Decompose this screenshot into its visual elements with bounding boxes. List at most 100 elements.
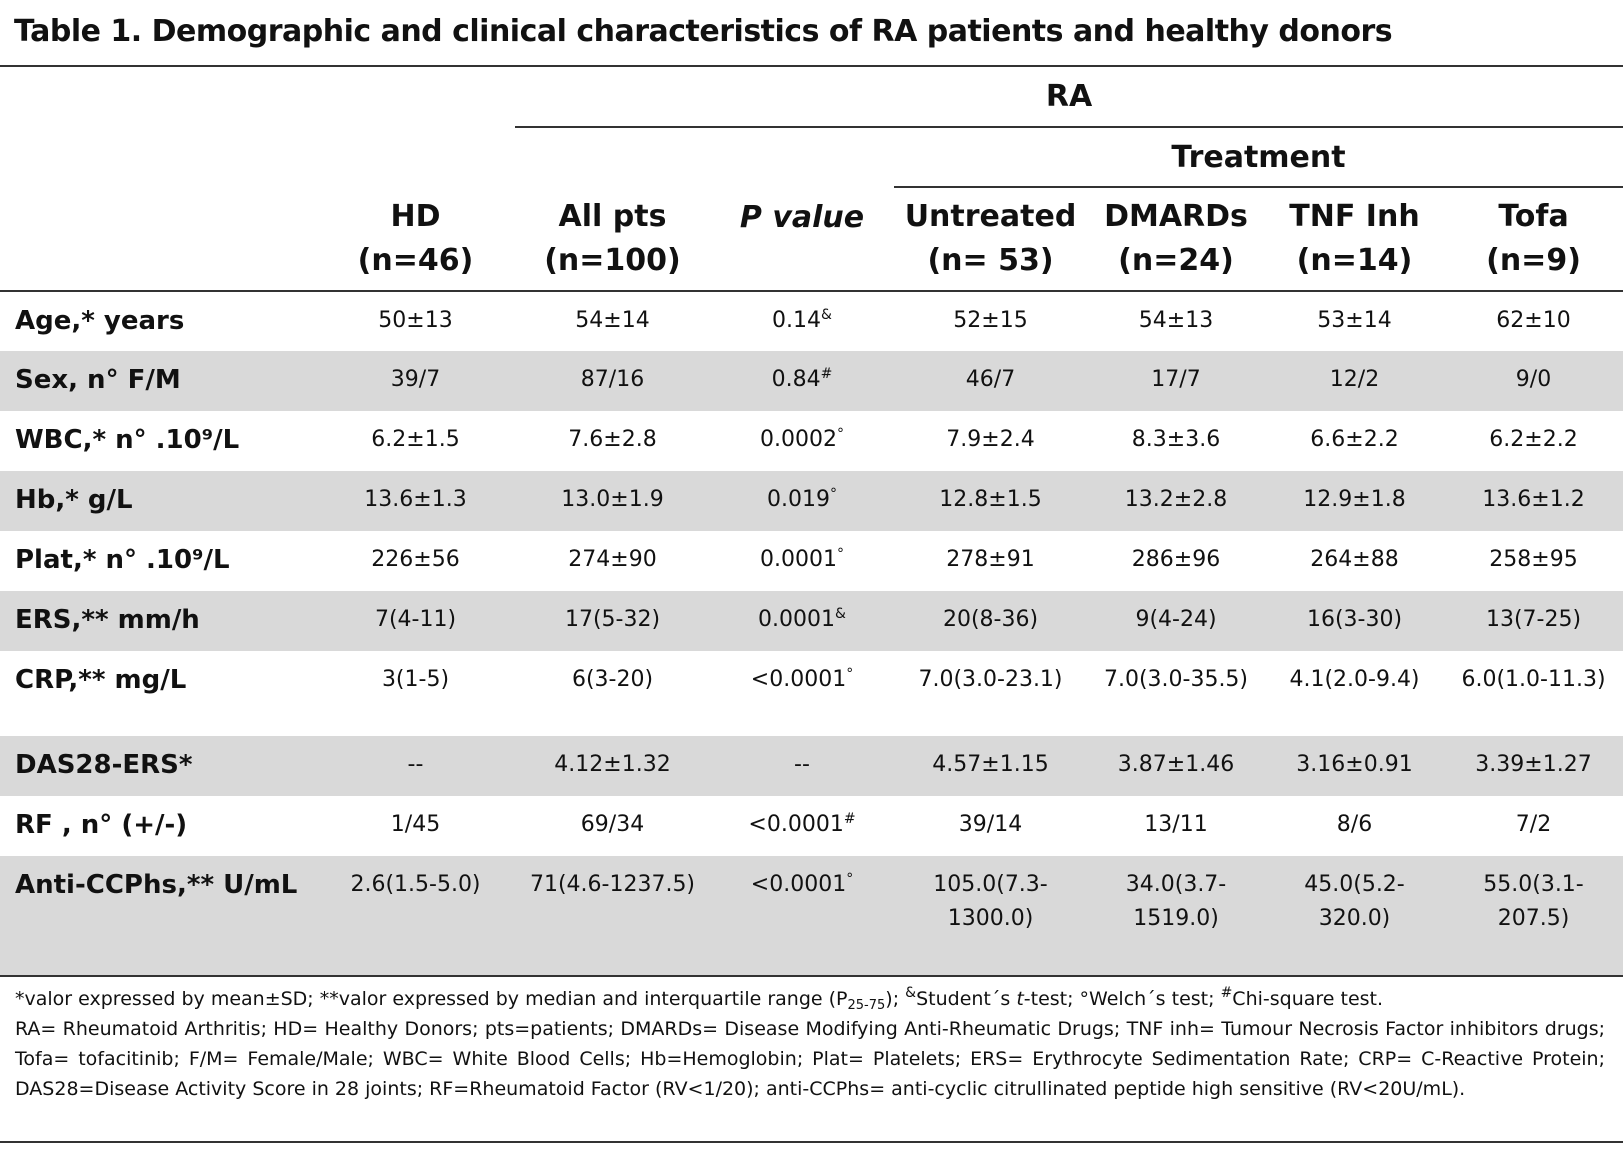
p-value-cell: 0.0001& [710, 591, 894, 651]
row-label: ERS,** mm/h [0, 591, 316, 651]
table-row: Age,* years 50±13 54±14 0.14& 52±15 54±13 53±1… [0, 291, 1623, 351]
cell: 13.6±1.2 [1444, 471, 1623, 531]
header-cell [0, 66, 515, 127]
cell: 39/7 [316, 351, 515, 411]
column-header: HD (n=46) [316, 187, 515, 292]
row-label: Sex, n° F/M [0, 351, 316, 411]
footnote-text: *valor expressed by mean±SD; **valor exp… [15, 988, 848, 1010]
cell: 12.8±1.5 [894, 471, 1087, 531]
row-label: Plat,* n° .10⁹/L [15, 545, 230, 575]
p-value-cell: 0.84# [710, 351, 894, 411]
cell: 7.6±2.8 [568, 427, 657, 452]
footnote-paragraph: RA= Rheumatoid Arthritis; HD= Healthy Do… [15, 1018, 1605, 1100]
cell: 55.0(3.1-207.5) [1444, 856, 1623, 975]
p-value: 0.84 [771, 367, 821, 392]
column-n: (n= 53) [927, 243, 1054, 278]
row-label: RF , n° (+/-) [15, 810, 188, 840]
table-row: ERS,** mm/h 7(4-11) 17(5-32) 0.0001& 20(8-36… [0, 591, 1623, 651]
cell: 45.0(5.2-320.0) [1265, 856, 1444, 975]
table-rule [0, 1141, 1623, 1143]
row-label: Age,* years [15, 306, 185, 336]
cell: 1/45 [390, 812, 441, 837]
table-row: Plat,* n° .10⁹/L 226±56 274±90 0.0001° 278±9… [0, 531, 1623, 591]
cell: 87/16 [515, 351, 710, 411]
column-name: All pts [558, 198, 667, 234]
footnote-superscript: # [1220, 985, 1233, 1001]
cell: 34.0(3.7-1519.0) [1087, 856, 1265, 975]
cell: 3.16±0.91 [1265, 736, 1444, 796]
table-row: WBC,* n° .10⁹/L 6.2±1.5 7.6±2.8 0.0002° 7.9±… [0, 411, 1623, 471]
p-value: <0.0001 [750, 872, 847, 897]
column-header: DMARDs (n=24) [1087, 187, 1265, 292]
column-name: P value [739, 199, 865, 235]
column-name: DMARDs [1104, 199, 1248, 234]
cell: 12/2 [1265, 351, 1444, 411]
cell: 105.0(7.3-1300.0) [894, 856, 1087, 975]
cell: 226±56 [371, 547, 460, 572]
footnote-text: -test; °Welch´s test; [1023, 988, 1221, 1010]
footnote-line: *valor expressed by mean±SD; **valor exp… [15, 984, 1605, 1014]
cell: 13(7-25) [1444, 591, 1623, 651]
cell: 4.12±1.32 [515, 736, 710, 796]
cell: -- [316, 736, 515, 796]
p-value-marker: # [843, 811, 856, 827]
cell: 17(5-32) [515, 591, 710, 651]
row-label: DAS28-ERS* [0, 736, 316, 796]
p-value: 0.14 [772, 308, 822, 333]
cell: 7.9±2.4 [946, 427, 1035, 452]
p-value-cell: -- [710, 736, 894, 796]
p-value-cell: 0.14& [710, 291, 894, 351]
header-row: RA [0, 66, 1623, 128]
p-value-marker: ° [846, 871, 854, 887]
column-header: P value [710, 187, 894, 292]
table-rule [0, 975, 1623, 977]
cell: 7.0(3.0-35.5) [1103, 667, 1249, 692]
column-n: (n=9) [1486, 243, 1581, 278]
footnotes: *valor expressed by mean±SD; **valor exp… [15, 984, 1605, 1104]
header-cell [0, 187, 316, 292]
cell: 3.87±1.46 [1087, 736, 1265, 796]
cell: 13/11 [1144, 812, 1208, 837]
cell: 46/7 [894, 351, 1087, 411]
table-row: CRP,** mg/L 3(1-5) 6(3-20) <0.0001° 7.0(3.0-… [0, 651, 1623, 736]
cell: 278±91 [946, 547, 1035, 572]
p-value-marker: ° [836, 426, 844, 442]
table-row: DAS28-ERS* -- 4.12±1.32 -- 4.57±1.15 3.87±1.4… [0, 736, 1623, 796]
cell: 9/0 [1444, 351, 1623, 411]
cell: 264±88 [1310, 547, 1399, 572]
cell: 13.0±1.9 [515, 471, 710, 531]
cell: 39/14 [958, 812, 1023, 837]
p-value-marker: ° [846, 666, 854, 682]
column-n: (n=24) [1118, 243, 1234, 278]
table-row: RF , n° (+/-) 1/45 69/34 <0.0001# 39/14 13/11… [0, 796, 1623, 856]
header-row: Treatment [0, 127, 1623, 188]
row-label: Hb,* g/L [0, 471, 316, 531]
cell: 71(4.6-1237.5) [515, 856, 710, 975]
cell: 286±96 [1131, 547, 1221, 572]
cell: 3.39±1.27 [1444, 736, 1623, 796]
cell: 13.2±2.8 [1087, 471, 1265, 531]
p-value: 0.0001 [758, 607, 836, 632]
footnote-italic: t [1016, 988, 1024, 1010]
footnote-text: ); [885, 988, 906, 1010]
cell: 12.9±1.8 [1265, 471, 1444, 531]
footnote-text: Student´s [916, 988, 1017, 1010]
footnote-superscript: & [905, 985, 917, 1001]
cell: 6.2±1.5 [371, 427, 460, 452]
cell: 17/7 [1087, 351, 1265, 411]
cell: 258±95 [1489, 547, 1578, 572]
table-title: Table 1. Demographic and clinical charac… [14, 14, 1393, 49]
p-value-cell: 0.019° [710, 471, 894, 531]
p-value: <0.0001 [748, 812, 844, 837]
p-value-cell: <0.0001° [710, 856, 894, 975]
cell: 16(3-30) [1265, 591, 1444, 651]
cell: 6.0(1.0-11.3) [1461, 667, 1606, 692]
column-name: TNF Inh [1289, 199, 1420, 234]
header-cell [0, 127, 894, 187]
p-value-marker: # [820, 366, 833, 382]
cell: 50±13 [378, 308, 453, 333]
table: RA Treatment HD (n=46) All pts (n=100) P value… [0, 65, 1623, 975]
p-value-marker: ° [829, 486, 837, 502]
cell: 7(4-11) [316, 591, 515, 651]
